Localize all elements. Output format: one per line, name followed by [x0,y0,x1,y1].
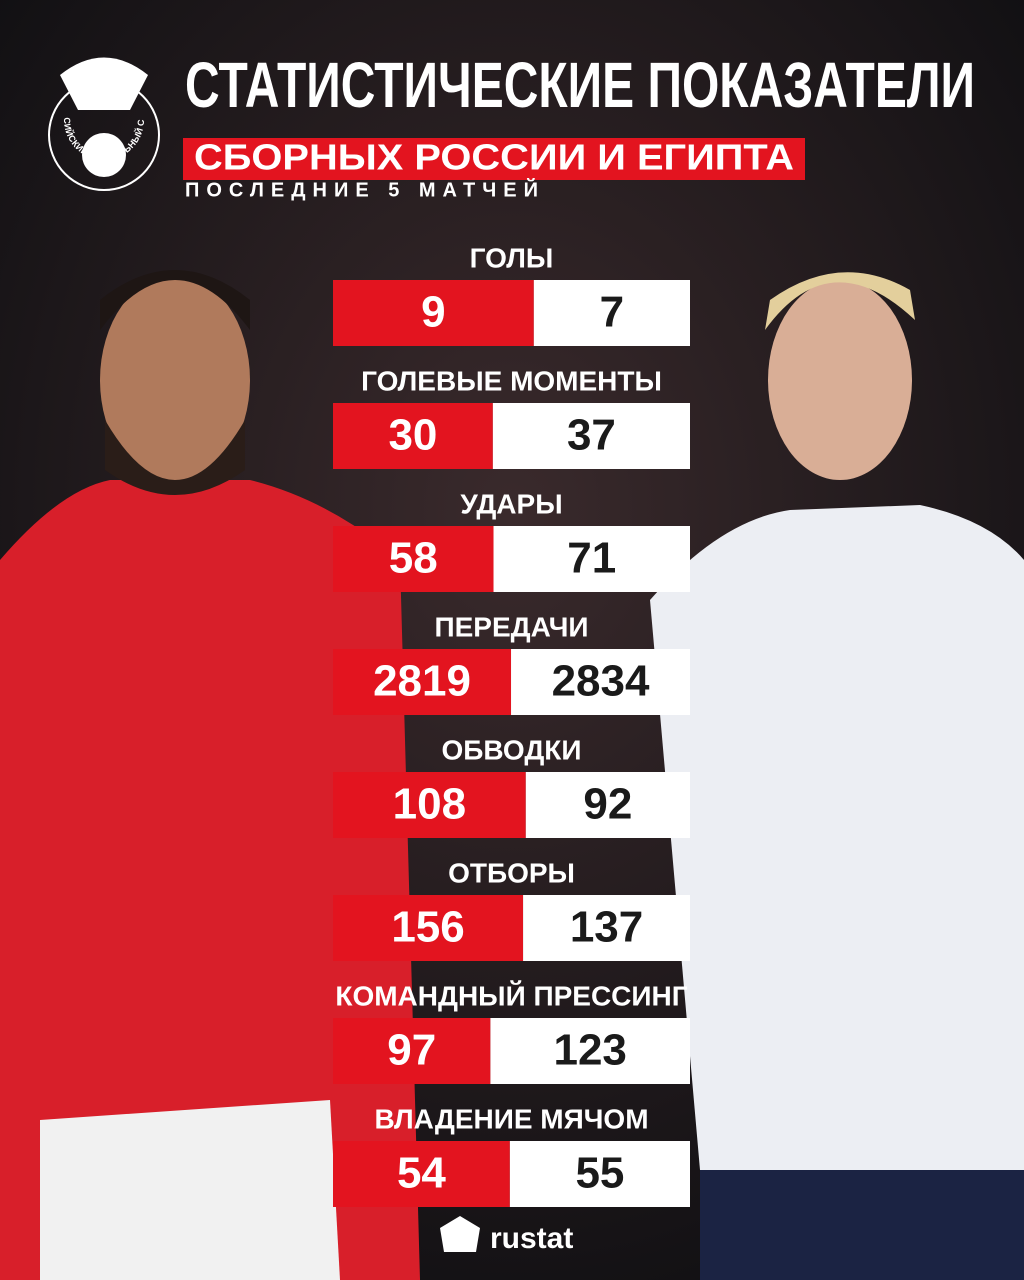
right-value: 137 [570,903,643,952]
period: ПОСЛЕДНИЕ 5 МАТЧЕЙ [185,177,545,201]
right-bar [525,772,690,838]
left-bar [333,649,512,715]
right-bar [493,526,690,592]
footer: rustat [440,1216,573,1255]
right-bar [492,403,690,469]
left-bar [333,280,534,346]
stat-label: ОТБОРЫ [448,857,575,888]
right-bar [509,1141,690,1207]
stat-label: ВЛАДЕНИЕ МЯЧОМ [374,1103,648,1134]
right-value: 7 [600,288,624,337]
left-value: 30 [388,411,437,460]
left-bar [333,1141,510,1207]
stat-label: УДАРЫ [460,488,562,519]
left-bar [333,403,493,469]
right-bar [533,280,690,346]
left-player [0,270,420,1280]
right-value: 37 [567,411,616,460]
subtitle-box [183,138,805,180]
left-value: 2819 [373,657,471,706]
stat-label: КОМАНДНЫЙ ПРЕССИНГ [335,979,687,1011]
right-bar [490,1018,690,1084]
right-value: 92 [583,780,632,829]
brand: rustat [490,1222,573,1255]
right-value: 71 [567,534,616,583]
right-player [650,272,1024,1280]
left-value: 108 [393,780,466,829]
title: СТАТИСТИЧЕСКИЕ ПОКАЗАТЕЛИ [185,49,975,121]
right-bar [511,649,690,715]
right-bar [523,895,690,961]
stat-label: ГОЛЕВЫЕ МОМЕНТЫ [361,365,662,396]
stat-label: ПЕРЕДАЧИ [435,611,589,642]
left-value: 156 [391,903,464,952]
subtitle: СБОРНЫХ РОССИИ И ЕГИПТА [194,137,794,178]
left-value: 9 [421,288,445,337]
left-value: 54 [397,1149,446,1198]
left-bar [333,772,526,838]
stat-label: ОБВОДКИ [442,734,582,765]
stat-label: ГОЛЫ [470,242,554,273]
left-value: 97 [387,1026,436,1075]
left-bar [333,1018,491,1084]
left-bar [333,895,524,961]
left-value: 58 [389,534,438,583]
right-value: 2834 [552,657,650,706]
right-value: 123 [553,1026,626,1075]
left-bar [333,526,494,592]
right-value: 55 [575,1149,624,1198]
